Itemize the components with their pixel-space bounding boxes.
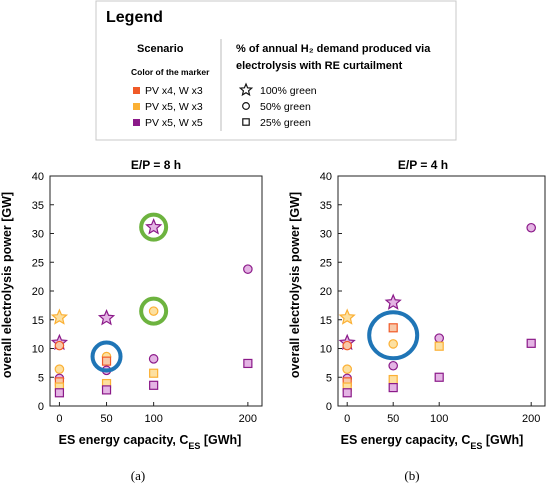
chart-b-panel-label: (b): [404, 468, 419, 483]
legend-shape-label-1: 100% green: [260, 85, 317, 97]
star-icon: [238, 82, 254, 97]
data-point-star: [97, 308, 116, 326]
data-point-circle: [148, 354, 159, 364]
legend: Legend Scenario Color of the marker % of…: [95, 0, 457, 141]
data-point-circle: [148, 306, 159, 316]
y-tick-label: 0: [38, 401, 44, 413]
chart-b-title: E/P = 4 h: [398, 158, 448, 172]
y-tick-label: 25: [32, 257, 44, 269]
chart-b-ylabel: overall electrolysis power [GW]: [288, 192, 302, 378]
y-tick-label: 5: [326, 372, 332, 384]
data-point-square: [101, 385, 112, 395]
y-tick-label: 15: [320, 315, 332, 327]
data-point-circle: [434, 333, 444, 343]
x-tick-label: 200: [239, 413, 257, 425]
data-point-circle: [342, 340, 352, 351]
data-point-circle: [54, 364, 65, 374]
legend-color-swatch-2: [133, 103, 140, 110]
legend-shape-heading-2: electrolysis with RE curtailment: [236, 60, 403, 72]
y-tick-label: 20: [32, 286, 44, 298]
legend-title: Legend: [106, 9, 163, 26]
data-point-square: [434, 372, 444, 382]
legend-color-swatch-3: [133, 119, 140, 126]
x-tick-label: 0: [344, 413, 350, 425]
y-tick-label: 30: [32, 229, 44, 241]
chart-a-xlabel: ES energy capacity, CES [GWh]: [59, 433, 242, 451]
y-tick-label: 40: [32, 171, 44, 183]
chart-panel-b: E/P = 4 h overall electrolysis power [GW…: [288, 158, 546, 483]
legend-shape-heading-1: % of annual H₂ demand produced via: [236, 43, 431, 55]
legend-scenario-1: PV x4, W x3: [145, 85, 203, 97]
data-point-square: [54, 388, 65, 398]
x-tick-label: 50: [100, 413, 112, 425]
legend-color-swatch-1: [133, 87, 140, 94]
data-point-square: [101, 356, 112, 366]
data-point-circle: [526, 222, 536, 233]
legend-shape-label-2: 50% green: [260, 101, 311, 113]
chart-a-ylabel: overall electrolysis power [GW]: [0, 192, 14, 378]
chart-a-title: E/P = 8 h: [131, 158, 181, 172]
data-point-square: [526, 338, 536, 348]
y-tick-label: 15: [32, 315, 44, 327]
highlight-ring-green: [139, 296, 169, 326]
legend-shape-label-3: 25% green: [260, 117, 311, 129]
y-tick-label: 5: [38, 372, 44, 384]
x-tick-label: 100: [144, 413, 162, 425]
data-point-star: [145, 218, 163, 235]
data-point-square: [434, 341, 444, 351]
legend-frame: [95, 0, 457, 141]
plot-area: [337, 175, 546, 407]
data-point-square: [149, 380, 159, 390]
data-point-circle: [243, 264, 253, 274]
data-point-circle: [342, 364, 352, 374]
chart-b-xlabel: ES energy capacity, CES [GWh]: [341, 433, 524, 451]
highlight-ring-green: [139, 212, 169, 242]
legend-scenario-heading: Scenario: [137, 43, 184, 55]
y-tick-label: 40: [320, 171, 332, 183]
y-tick-label: 35: [320, 200, 332, 212]
legend-scenario-2: PV x5, W x3: [145, 101, 203, 113]
y-tick-label: 25: [320, 257, 332, 269]
y-tick-label: 10: [320, 344, 332, 356]
y-tick-label: 20: [320, 286, 332, 298]
chart-panel-a: E/P = 8 h overall electrolysis power [GW…: [0, 158, 263, 483]
data-point-circle: [54, 340, 65, 351]
data-point-circle: [388, 360, 398, 371]
data-point-square: [149, 368, 159, 378]
legend-scenario-3: PV x5, W x5: [145, 117, 203, 129]
chart-a-panel-label: (a): [131, 468, 145, 483]
y-tick-label: 0: [326, 401, 332, 413]
data-point-circle: [388, 339, 398, 349]
data-point-square: [243, 358, 253, 369]
data-point-star: [338, 308, 356, 325]
data-point-star: [384, 293, 402, 310]
y-tick-label: 30: [320, 229, 332, 241]
data-point-square: [388, 374, 398, 385]
x-tick-label: 100: [430, 413, 448, 425]
highlight-ring-blue: [367, 310, 420, 361]
data-point-star: [50, 308, 69, 325]
x-tick-label: 0: [56, 413, 62, 425]
x-tick-label: 200: [522, 413, 540, 425]
data-point-square: [388, 323, 398, 333]
circle-icon: [242, 102, 250, 110]
y-tick-label: 10: [32, 344, 44, 356]
highlight-ring-blue: [90, 340, 123, 373]
x-tick-label: 50: [387, 413, 399, 425]
data-point-square: [342, 388, 352, 398]
y-tick-label: 35: [32, 200, 44, 212]
square-icon: [242, 118, 250, 126]
legend-marker-color-heading: Color of the marker: [131, 67, 210, 77]
data-point-square: [388, 383, 398, 393]
